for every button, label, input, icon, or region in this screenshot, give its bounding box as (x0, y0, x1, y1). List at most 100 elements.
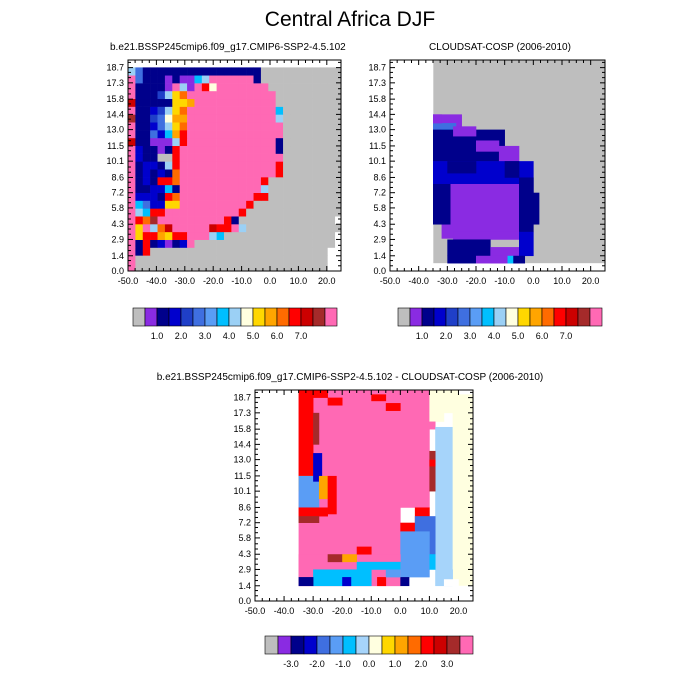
heatmap-cell (268, 192, 276, 201)
panel-1-title: b.e21.BSSP245cmip6.f09_g17.CMIP6-SSP2-4.… (110, 42, 346, 53)
heatmap-cell (305, 83, 313, 92)
heatmap-cell (319, 83, 328, 92)
heatmap-cell (231, 184, 240, 193)
heatmap-cell (187, 224, 195, 233)
colorbar-label: -3.0 (283, 659, 299, 669)
heatmap-cell (447, 161, 477, 174)
heatmap-cell (297, 130, 306, 139)
heatmap-cell (194, 75, 203, 84)
heatmap-cell (187, 145, 195, 154)
heatmap-cell (150, 192, 158, 201)
heatmap-cell (216, 192, 225, 201)
heatmap-cell (216, 200, 225, 209)
heatmap-cell (290, 122, 299, 131)
heatmap-cell (400, 412, 430, 508)
heatmap-cell (319, 122, 328, 131)
heatmap-cell (290, 169, 299, 178)
heatmap-cell (297, 114, 306, 123)
heatmap-cell (128, 114, 136, 123)
y-tick-label: 18.7 (233, 393, 251, 403)
heatmap-cell (327, 208, 336, 217)
heatmap-cell (157, 208, 166, 217)
heatmap-cell (260, 122, 269, 131)
heatmap-cell (164, 184, 173, 193)
heatmap-cell (290, 83, 299, 92)
heatmap-cell (128, 98, 136, 107)
heatmap-cell (312, 177, 321, 186)
heatmap-cell (142, 106, 151, 115)
y-tick-label: 4.3 (373, 219, 386, 229)
colorbar-label: 5.0 (512, 331, 525, 341)
heatmap-cell (319, 208, 328, 217)
heatmap-cell (194, 208, 203, 217)
x-tick-label: -30.0 (437, 276, 458, 286)
heatmap-cell (312, 184, 321, 193)
heatmap-cell (238, 192, 247, 201)
heatmap-cell (201, 114, 210, 123)
heatmap-cell (187, 208, 195, 217)
heatmap-cell (334, 90, 342, 100)
heatmap-cell (216, 130, 225, 139)
heatmap-cell (312, 153, 321, 162)
heatmap-cell (246, 122, 254, 131)
heatmap-cell (150, 169, 158, 178)
heatmap-cell (260, 137, 269, 147)
heatmap-cell (172, 192, 180, 201)
heatmap-cell (319, 184, 328, 193)
heatmap-cell (260, 224, 269, 233)
heatmap-cell (142, 239, 151, 248)
heatmap-cell (260, 177, 269, 186)
heatmap-cell (194, 239, 203, 248)
colorbar-swatch (433, 635, 448, 655)
heatmap-cell (223, 122, 232, 131)
heatmap-cell (209, 216, 217, 225)
colorbar-swatch (252, 307, 266, 327)
heatmap-cell (150, 67, 158, 76)
y-tick-label: 14.4 (368, 109, 386, 119)
heatmap-cell (157, 247, 166, 256)
heatmap-cell (246, 216, 254, 225)
heatmap-cell (275, 263, 284, 272)
heatmap-cell (453, 126, 477, 137)
heatmap-cell (142, 153, 151, 162)
heatmap-cell (201, 208, 210, 217)
heatmap-cell (216, 106, 225, 115)
heatmap-cell (290, 161, 299, 170)
heatmap-cell (216, 153, 225, 162)
colorbar-swatch (168, 307, 182, 327)
heatmap-cell (283, 106, 291, 115)
heatmap-cell (194, 247, 203, 256)
heatmap-cell (135, 177, 144, 186)
heatmap-cell (283, 239, 291, 248)
heatmap-cell (305, 145, 313, 154)
heatmap-cell (128, 247, 136, 256)
heatmap-cell (172, 122, 180, 131)
heatmap-cell (334, 75, 342, 84)
colorbar-label: 7.0 (295, 331, 308, 341)
heatmap-cell (223, 200, 232, 209)
heatmap-cell (164, 83, 173, 92)
heatmap-cell (187, 122, 195, 131)
heatmap-cell (268, 106, 276, 115)
colorbar-swatch (355, 635, 370, 655)
heatmap-cell (201, 239, 210, 248)
heatmap-cell (223, 75, 232, 84)
heatmap-cell (275, 153, 284, 162)
heatmap-cell (209, 90, 217, 100)
heatmap-cell (142, 83, 151, 92)
heatmap-cell (334, 177, 342, 186)
heatmap-cell (283, 75, 291, 84)
heatmap-cell (216, 263, 225, 272)
heatmap-cell (135, 192, 144, 201)
heatmap-cell (187, 83, 195, 92)
heatmap-cell (223, 114, 232, 123)
heatmap-cell (209, 106, 217, 115)
heatmap-cell (142, 247, 151, 256)
heatmap-cell (290, 255, 299, 264)
heatmap-cell (283, 231, 291, 240)
y-tick-label: 5.8 (111, 203, 124, 213)
heatmap-cell (312, 145, 321, 154)
heatmap-cell (135, 169, 144, 178)
heatmap-cell (223, 130, 232, 139)
heatmap-cell (187, 67, 195, 76)
